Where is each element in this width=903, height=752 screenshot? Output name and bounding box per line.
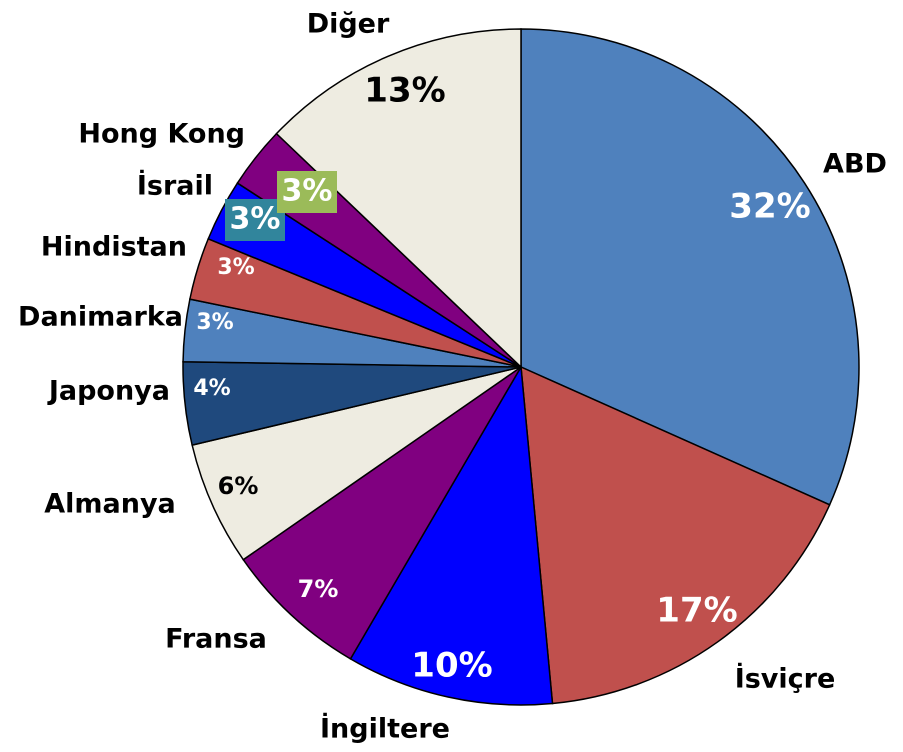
category-label: ABD <box>823 149 887 180</box>
category-label: Danimarka <box>18 302 183 333</box>
pie-slice <box>275 28 522 369</box>
value-label: 4% <box>193 376 230 401</box>
category-label: Hong Kong <box>78 119 245 150</box>
category-label: Fransa <box>165 624 267 655</box>
label-background <box>277 171 337 213</box>
category-label: Hindistan <box>41 232 187 263</box>
value-label: 13% <box>364 71 445 111</box>
value-label: 17% <box>656 591 737 631</box>
value-label: 10% <box>411 646 492 686</box>
category-label: İngiltere <box>320 713 450 745</box>
category-label: Almanya <box>44 489 176 520</box>
value-label: 3% <box>230 202 281 237</box>
value-label: 6% <box>218 472 259 500</box>
pie-slice <box>242 366 522 660</box>
pie-slice <box>349 364 554 706</box>
pie-slice <box>191 366 522 561</box>
category-label: İsviçre <box>735 663 836 695</box>
value-label: 3% <box>217 255 254 280</box>
value-label: 3% <box>196 310 233 335</box>
value-label: 3% <box>282 174 333 209</box>
category-label: Diğer <box>307 9 390 40</box>
category-label: İsrail <box>137 170 213 202</box>
label-background <box>225 199 285 241</box>
pie-slice <box>520 365 831 705</box>
category-label: Japonya <box>47 376 170 407</box>
pie-slice <box>520 28 860 506</box>
value-label: 7% <box>298 575 339 603</box>
value-label: 32% <box>729 187 810 227</box>
